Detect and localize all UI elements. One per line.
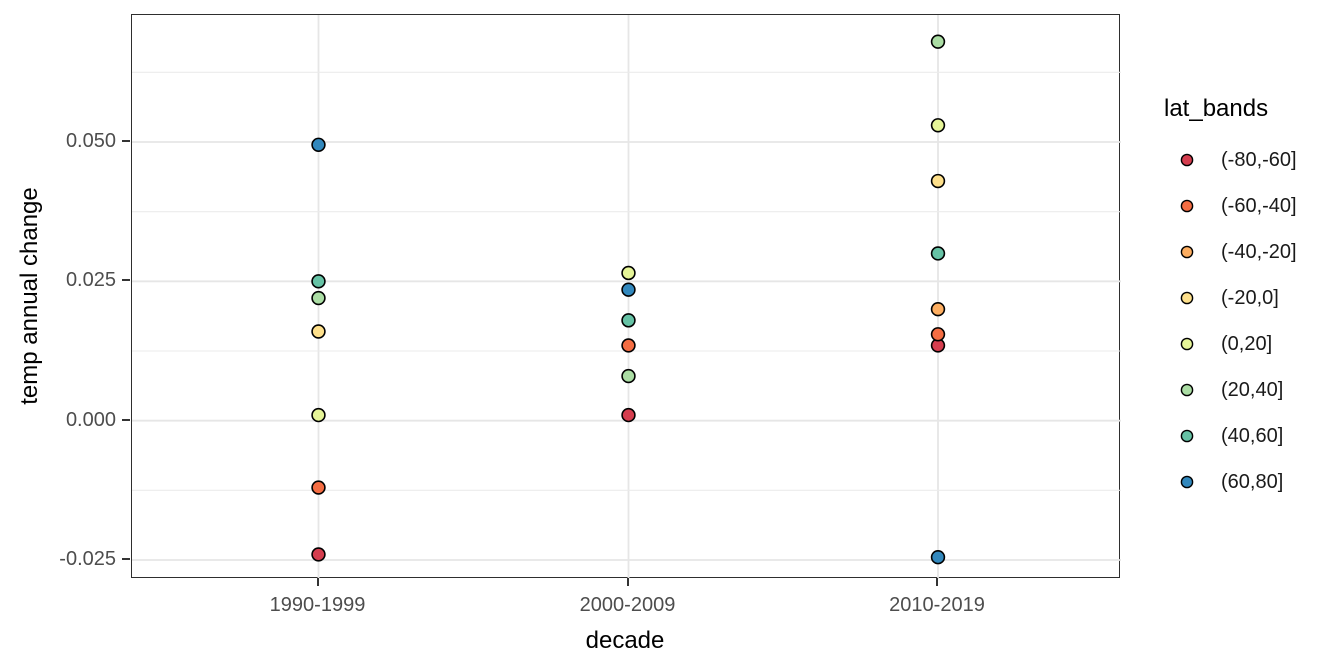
data-point [621, 338, 636, 353]
legend-key-icon [1180, 383, 1194, 397]
legend-key-icon [1180, 199, 1194, 213]
data-point [930, 246, 946, 261]
data-point [930, 118, 946, 133]
y-axis-title: temp annual change [16, 187, 43, 405]
plot-area [132, 15, 1121, 579]
data-point [621, 282, 636, 297]
legend-key-icon [1180, 153, 1194, 167]
legend-entry: (-20,0] [1180, 285, 1279, 311]
data-point [621, 313, 636, 328]
data-point [311, 290, 326, 306]
legend-key-icon [1180, 475, 1194, 489]
legend-entry-label: (-40,-20] [1221, 240, 1297, 263]
y-tick-label: -0.025 [59, 548, 116, 570]
legend-entry: (0,20] [1180, 331, 1272, 357]
data-point [621, 368, 636, 384]
y-tick-label: 0.000 [65, 408, 116, 431]
legend-entry: (20,40] [1180, 377, 1283, 403]
x-tick-mark [626, 578, 629, 586]
data-point [311, 547, 326, 562]
y-tick-mark [122, 558, 130, 560]
plot-panel [131, 14, 1121, 579]
x-tick-label: 2000-2009 [579, 594, 676, 616]
y-tick-label: 0.025 [65, 269, 116, 292]
y-tick-mark [122, 140, 130, 142]
data-point [311, 137, 326, 152]
y-tick-label: 0.050 [65, 130, 116, 152]
data-point [311, 407, 326, 423]
legend-key-icon [1180, 245, 1194, 259]
legend-entry: (60,80] [1180, 469, 1283, 495]
x-tick-label: 2010-2019 [889, 594, 985, 616]
legend-entry-label: (20,40] [1221, 378, 1284, 401]
x-tick-mark [936, 578, 938, 586]
legend-key-icon [1180, 337, 1194, 351]
data-point [930, 550, 946, 565]
data-point [311, 480, 326, 495]
legend-entry: (-40,-20] [1180, 239, 1297, 265]
legend-key-icon [1180, 429, 1194, 443]
legend-key-icon [1180, 291, 1194, 305]
data-point [311, 324, 326, 339]
legend-entry-label: (-20,0] [1221, 286, 1279, 309]
x-tick-label: 1990-1999 [269, 594, 366, 616]
data-point [930, 327, 946, 342]
legend-entry: (-60,-40] [1180, 193, 1297, 219]
y-tick-mark [122, 279, 130, 282]
legend-entry-label: (40,60] [1221, 424, 1284, 447]
data-point [621, 407, 636, 423]
data-point [311, 274, 326, 289]
legend-entry-label: (0,20] [1221, 332, 1273, 355]
legend-entry-label: (60,80] [1221, 470, 1284, 493]
y-tick-mark [122, 418, 130, 421]
legend-entry: (-80,-60] [1180, 147, 1297, 173]
data-point [930, 173, 946, 189]
x-tick-mark [316, 578, 319, 586]
x-axis-title: decade [585, 627, 665, 654]
data-point [930, 34, 946, 49]
data-point [621, 265, 636, 281]
legend-entry-label: (-60,-40] [1221, 194, 1297, 217]
legend-entry: (40,60] [1180, 423, 1283, 449]
data-point [930, 302, 946, 317]
legend-title: lat_bands [1164, 95, 1269, 122]
legend-entry-label: (-80,-60] [1221, 148, 1297, 171]
